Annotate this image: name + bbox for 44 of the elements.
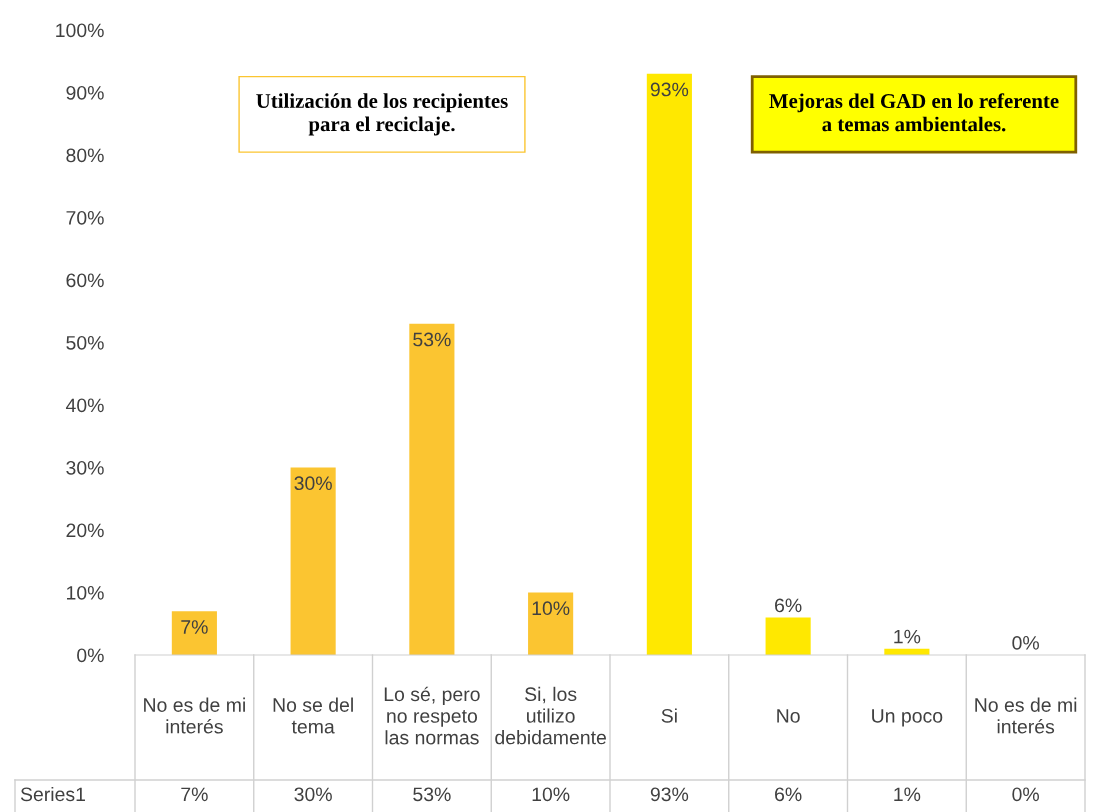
x-tick-label: No es de mi interés [975, 697, 1077, 734]
data-label: 6% [775, 787, 802, 802]
x-tick-label: No se del tema [273, 697, 353, 734]
text: 53% [413, 332, 451, 347]
text: 1% [894, 629, 921, 644]
x-tick-label: Si, los utilizo debidamente [495, 686, 606, 745]
data-label: 7% [181, 787, 208, 802]
bar [528, 592, 574, 655]
x-tick-label: Un poco [872, 709, 943, 727]
y-tick-label: 80% [66, 148, 104, 163]
text: 93% [650, 82, 689, 97]
x-tick-label: No [777, 709, 800, 723]
y-tick-label: 10% [67, 585, 104, 600]
text: Series1 [20, 786, 85, 802]
text: 7% [181, 620, 208, 634]
annotation: Utilización de los recipientes para el reciclaje. [256, 93, 508, 136]
text: 0% [1012, 636, 1039, 650]
bar [765, 617, 811, 655]
y-tick-label: 60% [66, 273, 104, 288]
data-label: 93% [650, 787, 689, 802]
bar [646, 73, 692, 655]
data-label: 1% [894, 787, 921, 802]
y-tick-label: 50% [66, 335, 104, 350]
y-tick-label: 70% [66, 210, 104, 225]
bar [409, 323, 455, 655]
y-tick-label: 90% [66, 85, 104, 100]
y-tick-label: 40% [65, 398, 104, 413]
data-label: 0% [1012, 787, 1039, 802]
annotation: Mejoras del GAD en lo referente a temas ambientales. [769, 93, 1059, 132]
data-label: 30% [294, 787, 332, 802]
bar [171, 611, 217, 655]
x-tick-label: Si [661, 708, 677, 723]
text: 10% [532, 601, 570, 616]
y-tick-label: 30% [66, 460, 104, 475]
y-tick-label: 0% [77, 648, 104, 663]
text: 6% [775, 598, 802, 613]
x-tick-label: No es de mi interés [144, 697, 245, 734]
bar [290, 467, 336, 655]
x-tick-label: Lo sé, pero no respeto las normas [384, 686, 480, 745]
data-label: 10% [532, 787, 570, 802]
y-tick-label: 20% [66, 523, 104, 538]
text: 30% [294, 476, 332, 491]
y-tick-label: 100% [56, 23, 104, 38]
data-label: 53% [413, 787, 451, 802]
